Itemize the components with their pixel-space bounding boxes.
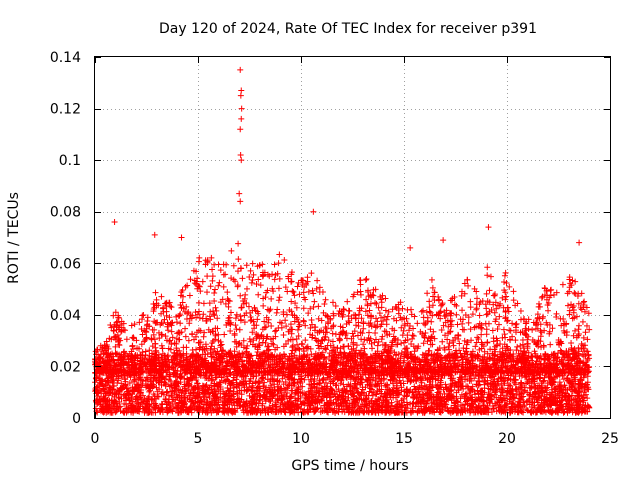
data-point (494, 325, 501, 332)
data-point (484, 272, 491, 279)
data-point (329, 299, 336, 306)
data-point (162, 376, 169, 383)
data-point (211, 290, 218, 297)
data-point (512, 337, 519, 344)
data-point (456, 340, 463, 347)
data-point (182, 325, 189, 332)
data-point (362, 276, 369, 283)
data-point (517, 307, 524, 314)
data-point (487, 273, 494, 280)
data-point (453, 302, 460, 309)
data-point (207, 316, 214, 323)
data-point (186, 292, 193, 299)
data-point (302, 337, 309, 344)
data-point (249, 276, 256, 283)
data-point (454, 321, 461, 328)
data-point (472, 391, 479, 398)
data-point (476, 312, 483, 319)
data-point (270, 341, 277, 348)
data-point (182, 333, 189, 340)
data-point (276, 275, 283, 282)
data-point (220, 271, 227, 278)
data-point (381, 375, 388, 382)
data-point (459, 320, 466, 327)
data-point (459, 307, 466, 314)
data-point (465, 319, 472, 326)
data-point (314, 277, 321, 284)
data-point (483, 311, 490, 318)
data-point (200, 333, 207, 340)
data-point (575, 322, 582, 329)
data-point (540, 378, 547, 385)
data-point (580, 334, 587, 341)
chart-title: Day 120 of 2024, Rate Of TEC Index for r… (159, 21, 537, 37)
data-point (255, 291, 262, 298)
data-point (332, 303, 339, 310)
data-point (411, 383, 418, 390)
data-point (310, 290, 317, 297)
data-point (364, 301, 371, 308)
data-point (290, 288, 297, 295)
data-point (185, 337, 192, 344)
data-point (396, 377, 403, 384)
data-point (271, 276, 278, 283)
data-point (123, 336, 130, 343)
data-point (235, 240, 242, 247)
data-point (357, 291, 364, 298)
data-point (372, 391, 379, 398)
data-point (510, 297, 517, 304)
data-point (459, 326, 466, 333)
data-point (156, 386, 163, 393)
data-point (265, 396, 272, 403)
data-point (369, 345, 376, 352)
data-point (568, 301, 575, 308)
data-point (486, 287, 493, 294)
data-point (185, 386, 192, 393)
data-point (204, 289, 211, 296)
data-point (282, 317, 289, 324)
data-point (511, 376, 518, 383)
data-point (571, 289, 578, 296)
data-point (506, 283, 513, 290)
data-point (325, 337, 332, 344)
data-point (431, 297, 438, 304)
data-point (195, 299, 202, 306)
data-point (168, 328, 175, 335)
data-point (582, 329, 589, 336)
data-points (92, 66, 593, 416)
data-point (559, 281, 566, 288)
data-point (215, 282, 222, 289)
data-point (184, 282, 191, 289)
data-point (323, 346, 330, 353)
data-point (445, 343, 452, 350)
